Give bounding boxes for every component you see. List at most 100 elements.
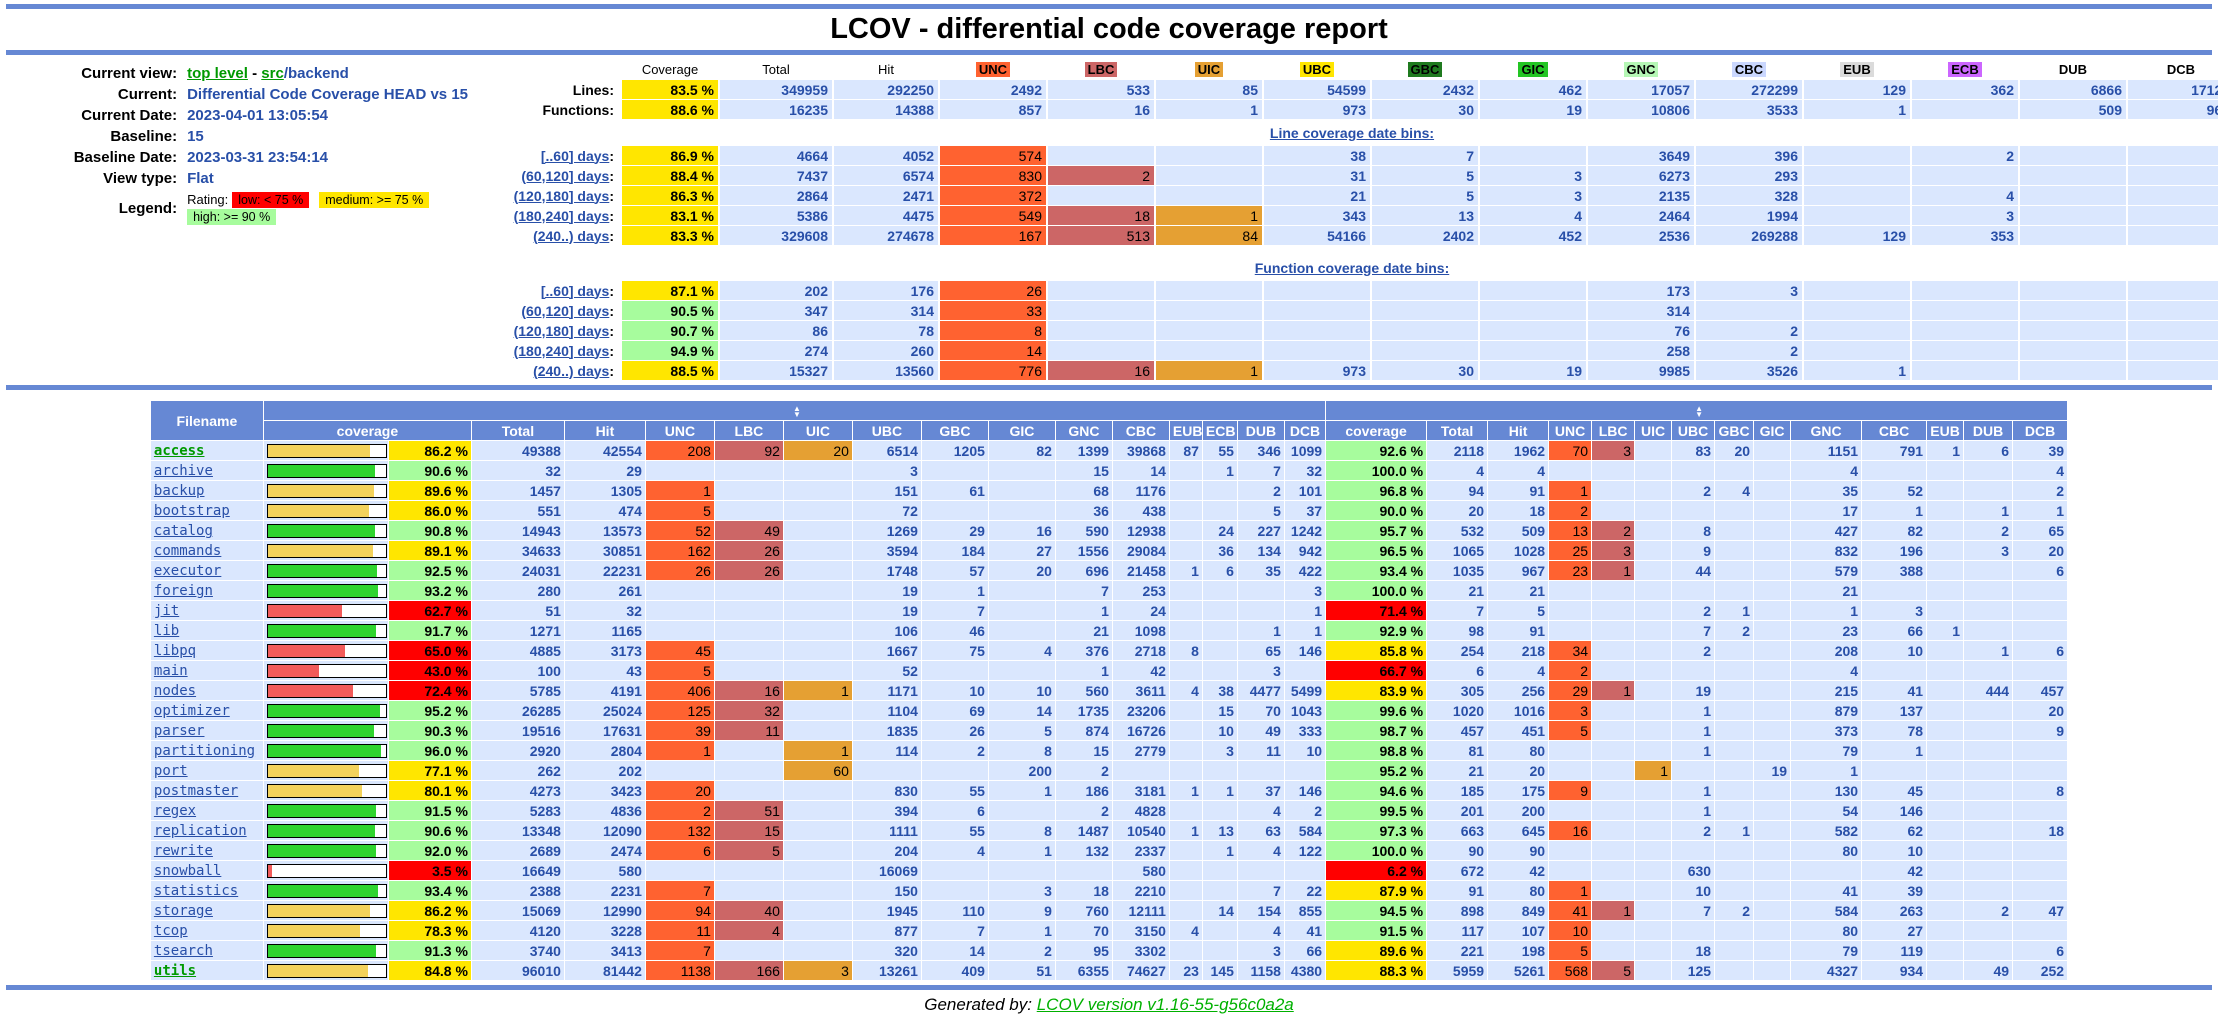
file-link[interactable]: archive bbox=[153, 463, 213, 479]
lcov-version-link[interactable]: LCOV version v1.16-55-g56c0a2a bbox=[1036, 995, 1294, 1014]
func-UNC: 3 bbox=[1549, 701, 1592, 720]
date-bin-link[interactable]: [..60] days bbox=[540, 147, 610, 164]
sort-icon-line[interactable]: ▲ ▼ bbox=[793, 403, 801, 419]
line-GBC: 55 bbox=[921, 781, 988, 800]
file-link[interactable]: executor bbox=[153, 563, 222, 579]
func-col-header-GNC[interactable]: GNC bbox=[1791, 421, 1862, 440]
func-col-header-LBC[interactable]: LBC bbox=[1592, 421, 1635, 440]
line-EUB: 4 bbox=[1169, 681, 1202, 700]
func-col-header-UNC[interactable]: UNC bbox=[1549, 421, 1592, 440]
func-GBC bbox=[1715, 801, 1754, 820]
date-bin-link[interactable]: (180,240] days bbox=[513, 207, 610, 224]
date-bin-link[interactable]: (120,180] days bbox=[513, 187, 610, 204]
date-bin-link[interactable]: (240..) days bbox=[533, 227, 610, 244]
line-UIC bbox=[783, 901, 852, 920]
line-DUB: 63 bbox=[1237, 821, 1284, 840]
func-hit: 451 bbox=[1488, 721, 1549, 740]
line-ECB bbox=[1202, 601, 1237, 620]
file-link[interactable]: main bbox=[153, 663, 188, 679]
GBC-cell: 5 bbox=[1372, 166, 1478, 185]
file-link[interactable]: commands bbox=[153, 543, 222, 559]
line-col-header-UBC[interactable]: UBC bbox=[852, 421, 921, 440]
func-col-header-DUB[interactable]: DUB bbox=[1964, 421, 2013, 440]
file-link[interactable]: lib bbox=[153, 623, 180, 639]
file-link[interactable]: replication bbox=[153, 823, 247, 839]
file-link[interactable]: parser bbox=[153, 723, 205, 739]
file-link[interactable]: jit bbox=[153, 603, 180, 619]
file-link[interactable]: snowball bbox=[153, 863, 222, 879]
line-col-header-DUB[interactable]: DUB bbox=[1237, 421, 1284, 440]
func-col-header-Total[interactable]: Total bbox=[1427, 421, 1488, 440]
file-link[interactable]: libpq bbox=[153, 643, 197, 659]
func-col-header-GIC[interactable]: GIC bbox=[1754, 421, 1791, 440]
date-bin-link[interactable]: (60,120] days bbox=[521, 167, 610, 184]
func-col-header-coverage[interactable]: coverage bbox=[1326, 421, 1427, 440]
func-UNC bbox=[1549, 601, 1592, 620]
func-col-header-UBC[interactable]: UBC bbox=[1672, 421, 1715, 440]
file-link[interactable]: partitioning bbox=[153, 743, 256, 759]
func-hit: 849 bbox=[1488, 901, 1549, 920]
file-link[interactable]: bootstrap bbox=[153, 503, 230, 519]
line-col-header-ECB[interactable]: ECB bbox=[1202, 421, 1237, 440]
func-col-header-Hit[interactable]: Hit bbox=[1488, 421, 1549, 440]
line-col-header-UNC[interactable]: UNC bbox=[645, 421, 714, 440]
line-GNC: 15 bbox=[1055, 741, 1112, 760]
file-link[interactable]: storage bbox=[153, 903, 213, 919]
top-level-link[interactable]: top level bbox=[187, 65, 248, 82]
func-col-header-CBC[interactable]: CBC bbox=[1862, 421, 1927, 440]
line-col-header-CBC[interactable]: CBC bbox=[1112, 421, 1169, 440]
file-link[interactable]: tsearch bbox=[153, 943, 213, 959]
line-col-header-GIC[interactable]: GIC bbox=[988, 421, 1055, 440]
file-link[interactable]: catalog bbox=[153, 523, 213, 539]
date-bin-link[interactable]: (60,120] days bbox=[521, 302, 610, 319]
file-link[interactable]: backup bbox=[153, 483, 205, 499]
line-col-header-coverage[interactable]: coverage bbox=[263, 421, 471, 440]
file-link[interactable]: optimizer bbox=[153, 703, 230, 719]
sort-icon-function[interactable]: ▲ ▼ bbox=[1695, 403, 1704, 419]
func-col-header-DCB[interactable]: DCB bbox=[2013, 421, 2068, 440]
file-name-cell: regex bbox=[150, 801, 263, 820]
coverage-bar-cell bbox=[263, 681, 388, 700]
file-link[interactable]: access bbox=[153, 443, 205, 459]
line-col-header-GNC[interactable]: GNC bbox=[1055, 421, 1112, 440]
src-link[interactable]: src bbox=[261, 65, 284, 82]
CBC-cell: 2 bbox=[1696, 321, 1802, 340]
line-col-header-Hit[interactable]: Hit bbox=[564, 421, 645, 440]
line-EUB: 87 bbox=[1169, 441, 1202, 460]
function-date-bins-title-link[interactable]: Function coverage date bins: bbox=[1254, 259, 1450, 276]
date-bin-link[interactable]: (180,240] days bbox=[513, 342, 610, 359]
line-date-bins-title-link[interactable]: Line coverage date bins: bbox=[1269, 124, 1435, 141]
file-link[interactable]: utils bbox=[153, 963, 197, 979]
file-link[interactable]: postmaster bbox=[153, 783, 239, 799]
func-UBC: 8 bbox=[1672, 521, 1715, 540]
file-link[interactable]: nodes bbox=[153, 683, 197, 699]
file-link[interactable]: foreign bbox=[153, 583, 213, 599]
file-link[interactable]: rewrite bbox=[153, 843, 213, 859]
line-hit: 2231 bbox=[564, 881, 645, 900]
func-col-header-UIC[interactable]: UIC bbox=[1635, 421, 1672, 440]
func-DUB: 1 bbox=[1964, 501, 2013, 520]
date-bin-link[interactable]: (120,180] days bbox=[513, 322, 610, 339]
file-link[interactable]: statistics bbox=[153, 883, 239, 899]
line-col-header-Total[interactable]: Total bbox=[471, 421, 564, 440]
filename-header[interactable]: Filename bbox=[150, 401, 263, 440]
line-col-header-GBC[interactable]: GBC bbox=[921, 421, 988, 440]
date-bin-link[interactable]: [..60] days bbox=[540, 282, 610, 299]
line-LBC bbox=[714, 781, 783, 800]
func-col-header-EUB[interactable]: EUB bbox=[1927, 421, 1964, 440]
func-col-header-GBC[interactable]: GBC bbox=[1715, 421, 1754, 440]
line-col-header-DCB[interactable]: DCB bbox=[1284, 421, 1326, 440]
line-UNC: 6 bbox=[645, 841, 714, 860]
func-GNC: 79 bbox=[1791, 941, 1862, 960]
line-col-header-EUB[interactable]: EUB bbox=[1169, 421, 1202, 440]
func-UIC bbox=[1635, 721, 1672, 740]
file-link[interactable]: port bbox=[153, 763, 188, 779]
line-col-header-LBC[interactable]: LBC bbox=[714, 421, 783, 440]
file-link[interactable]: tcop bbox=[153, 923, 188, 939]
hit-cell: 2471 bbox=[834, 186, 938, 205]
file-link[interactable]: regex bbox=[153, 803, 197, 819]
UBC-cell: 54166 bbox=[1264, 226, 1370, 245]
func-GIC bbox=[1754, 641, 1791, 660]
date-bin-link[interactable]: (240..) days bbox=[533, 362, 610, 379]
line-col-header-UIC[interactable]: UIC bbox=[783, 421, 852, 440]
